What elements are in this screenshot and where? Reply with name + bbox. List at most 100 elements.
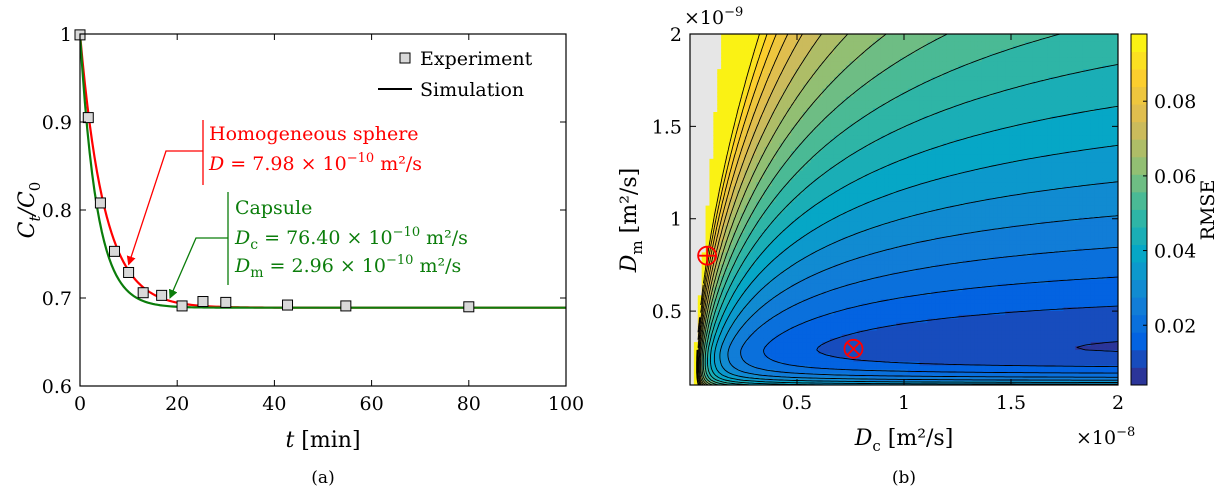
contour-cell bbox=[908, 178, 912, 183]
contour-cell bbox=[815, 210, 819, 215]
contour-cell bbox=[830, 104, 834, 109]
contour-cell bbox=[748, 346, 752, 351]
contour-cell bbox=[783, 295, 787, 300]
contour-cell bbox=[853, 69, 857, 74]
contour-cell bbox=[857, 38, 861, 43]
contour-cell bbox=[818, 233, 822, 238]
contour-cell bbox=[830, 213, 834, 218]
contour-cell bbox=[857, 291, 861, 296]
contour-cell bbox=[795, 198, 799, 203]
contour-cell bbox=[815, 61, 819, 66]
contour-cell bbox=[776, 120, 780, 125]
contour-cell bbox=[881, 186, 885, 191]
contour-cell bbox=[709, 213, 713, 218]
contour-cell bbox=[756, 190, 760, 195]
contour-cell bbox=[776, 206, 780, 211]
contour-cell bbox=[850, 108, 854, 113]
contour-cell bbox=[717, 93, 721, 98]
contour-cell bbox=[850, 288, 854, 293]
contour-cell bbox=[717, 167, 721, 172]
contour-cell bbox=[811, 112, 815, 117]
contour-cell bbox=[752, 38, 756, 43]
contour-cell bbox=[873, 128, 877, 133]
contour-cell bbox=[900, 362, 904, 367]
contour-cell bbox=[877, 128, 881, 133]
contour-cell bbox=[838, 120, 842, 125]
contour-cell bbox=[904, 159, 908, 164]
contour-cell bbox=[888, 167, 892, 172]
contour-cell bbox=[838, 342, 842, 347]
contour-cell bbox=[822, 288, 826, 293]
contour-cell bbox=[853, 213, 857, 218]
contour-cell bbox=[888, 284, 892, 289]
contour-cell bbox=[877, 229, 881, 234]
contour-cell bbox=[830, 89, 834, 94]
contour-cell bbox=[908, 245, 912, 250]
contour-cell bbox=[803, 167, 807, 172]
contour-cell bbox=[912, 342, 916, 347]
contour-cell bbox=[850, 96, 854, 101]
contour-cell bbox=[877, 272, 881, 277]
contour-cell bbox=[772, 167, 776, 172]
contour-cell bbox=[737, 61, 741, 66]
contour-cell bbox=[776, 132, 780, 137]
contour-cell bbox=[721, 96, 725, 101]
contour-cell bbox=[896, 34, 900, 39]
contour-cell bbox=[904, 194, 908, 199]
contour-cell bbox=[900, 330, 904, 335]
contour-cell bbox=[811, 362, 815, 367]
contour-cell bbox=[853, 249, 857, 254]
contour-cell bbox=[861, 288, 865, 293]
contour-cell bbox=[756, 210, 760, 215]
contour-cell bbox=[865, 132, 869, 137]
contour-cell bbox=[853, 167, 857, 172]
contour-cell bbox=[799, 96, 803, 101]
contour-cell bbox=[900, 276, 904, 281]
contour-cell bbox=[838, 50, 842, 55]
contour-cell bbox=[916, 61, 920, 66]
contour-cell bbox=[850, 171, 854, 176]
contour-cell bbox=[709, 182, 713, 187]
contour-cell bbox=[795, 186, 799, 191]
contour-cell bbox=[729, 116, 733, 121]
contour-cell bbox=[888, 311, 892, 316]
contour-cell bbox=[830, 342, 834, 347]
contour-cell bbox=[892, 350, 896, 355]
contour-cell bbox=[709, 202, 713, 207]
contour-cell bbox=[779, 100, 783, 105]
contour-cell bbox=[783, 377, 787, 382]
contour-cell bbox=[885, 369, 889, 374]
contour-cell bbox=[885, 245, 889, 250]
contour-cell bbox=[908, 221, 912, 226]
contour-cell bbox=[795, 81, 799, 86]
contour-cell bbox=[756, 206, 760, 211]
contour-cell bbox=[748, 206, 752, 211]
contour-cell bbox=[896, 213, 900, 218]
contour-cell bbox=[776, 89, 780, 94]
contour-cell bbox=[853, 327, 857, 332]
contour-cell bbox=[877, 174, 881, 179]
contour-cell bbox=[815, 354, 819, 359]
contour-cell bbox=[779, 319, 783, 324]
contour-cell bbox=[822, 139, 826, 144]
contour-cell bbox=[904, 73, 908, 78]
contour-cell bbox=[885, 73, 889, 78]
contour-cell bbox=[779, 104, 783, 109]
contour-cell bbox=[912, 307, 916, 312]
contour-cell bbox=[850, 237, 854, 242]
contour-cell bbox=[865, 264, 869, 269]
contour-cell bbox=[748, 38, 752, 43]
contour-cell bbox=[850, 186, 854, 191]
contour-cell bbox=[861, 334, 865, 339]
contour-cell bbox=[877, 362, 881, 367]
contour-cell bbox=[912, 132, 916, 137]
contour-cell bbox=[853, 174, 857, 179]
contour-cell bbox=[881, 369, 885, 374]
contour-cell bbox=[869, 288, 873, 293]
contour-cell bbox=[807, 327, 811, 332]
contour-cell bbox=[818, 334, 822, 339]
contour-cell bbox=[908, 330, 912, 335]
contour-cell bbox=[900, 81, 904, 86]
contour-cell bbox=[842, 229, 846, 234]
contour-cell bbox=[807, 128, 811, 133]
